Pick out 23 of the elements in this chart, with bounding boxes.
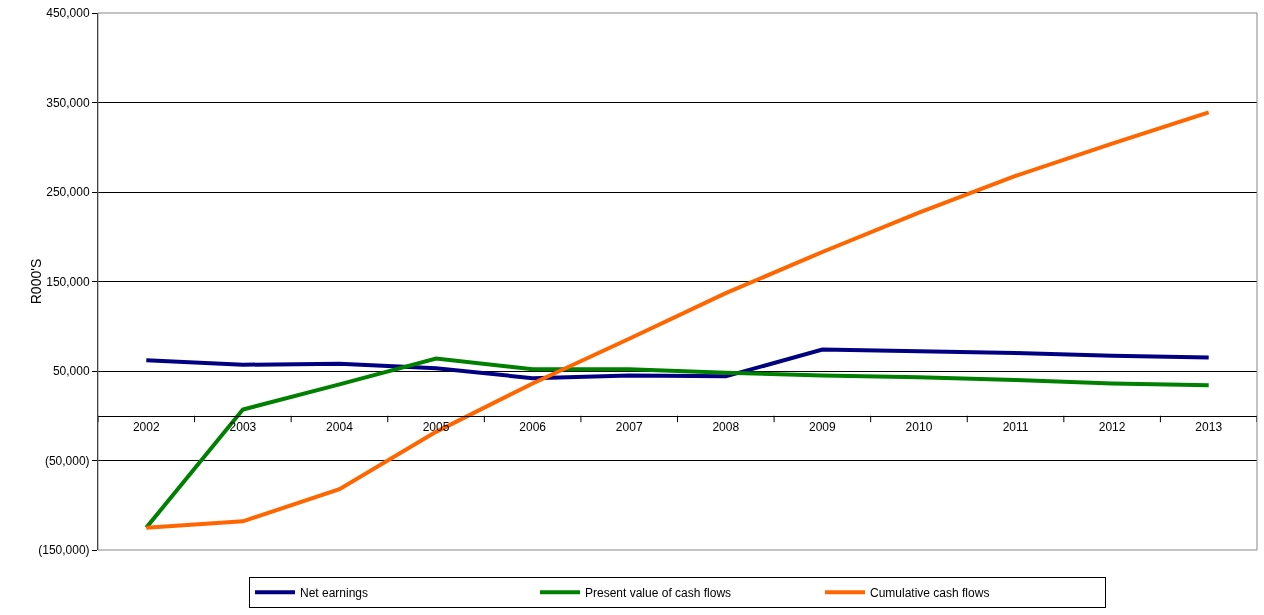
x-tick-label: 2006 [519, 420, 547, 435]
x-tick-label: 2007 [615, 420, 643, 435]
legend-label: Net earnings [300, 586, 369, 601]
y-tick-label: (150,000) [38, 543, 90, 558]
x-tick-label: 2012 [1098, 420, 1126, 435]
x-tick-label: 2002 [132, 420, 160, 435]
y-axis-title: R000'S [28, 258, 45, 305]
x-tick-label: 2008 [712, 420, 740, 435]
y-tick-label: 150,000 [46, 274, 90, 289]
y-tick-label: 250,000 [46, 185, 90, 200]
x-tick-label: 2003 [229, 420, 257, 435]
legend-label: Cumulative cash flows [870, 586, 990, 601]
x-tick-label: 2004 [326, 420, 354, 435]
y-tick-label: 450,000 [46, 6, 90, 21]
x-tick-label: 2011 [1002, 420, 1029, 435]
legend-label: Present value of cash flows [585, 586, 732, 601]
y-tick-label: 50,000 [52, 364, 90, 379]
line-series [144, 347, 1211, 381]
y-tick-label: 350,000 [46, 95, 90, 110]
y-tick-label: (50,000) [44, 453, 90, 468]
x-tick-label: 2013 [1195, 420, 1223, 435]
x-tick-label: 2009 [809, 420, 837, 435]
x-tick-label: 2010 [905, 420, 933, 435]
